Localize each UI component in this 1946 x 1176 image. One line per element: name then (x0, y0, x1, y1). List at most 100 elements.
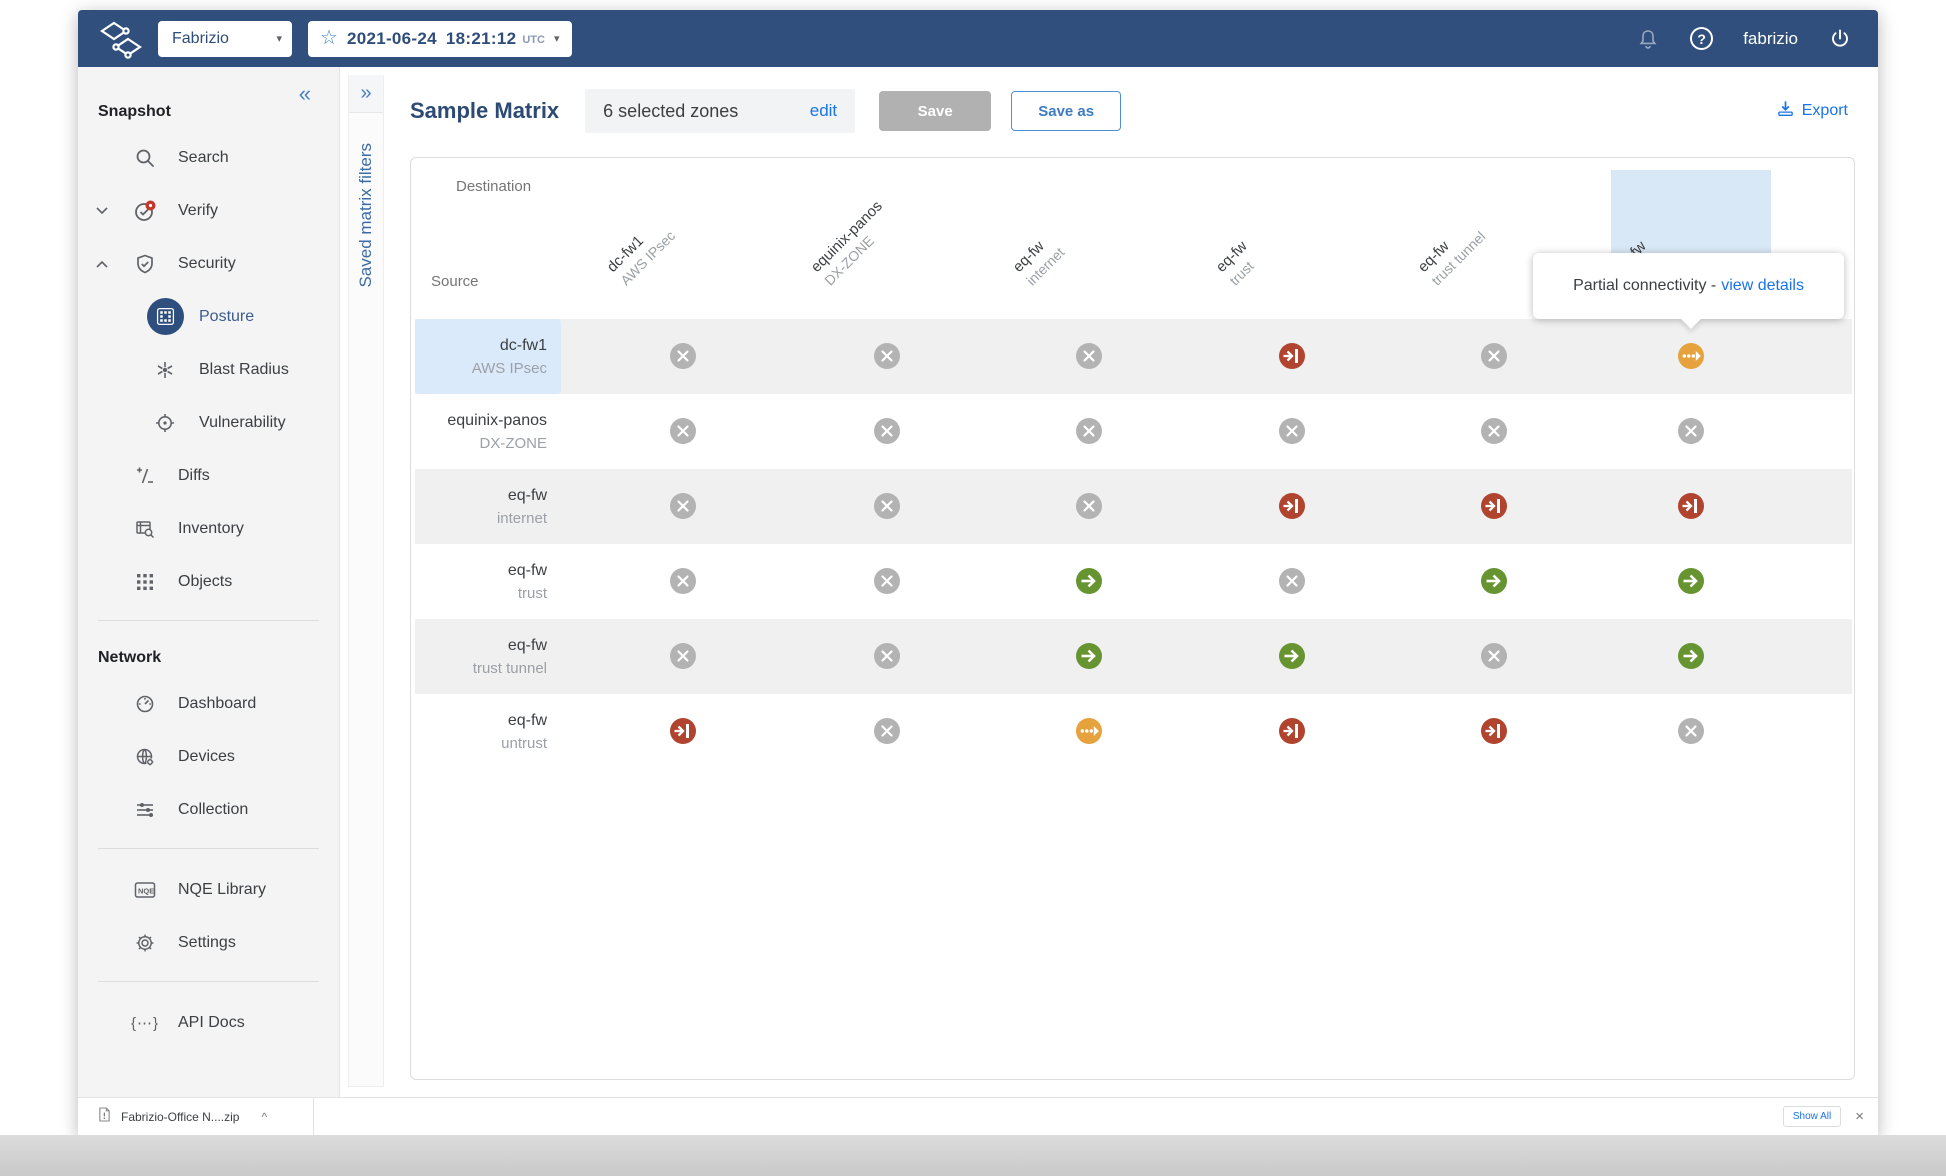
matrix-cell[interactable] (1481, 718, 1507, 744)
sidebar-item-vulnerability[interactable]: Vulnerability (78, 396, 339, 449)
matrix-cell[interactable] (874, 643, 900, 669)
matrix-cell[interactable] (670, 418, 696, 444)
matrix-column-header[interactable]: eq-fw trust (1212, 237, 1257, 289)
matrix-cell[interactable] (1678, 643, 1704, 669)
matrix-cell[interactable] (670, 718, 696, 744)
sidebar-item-verify[interactable]: Verify (78, 184, 339, 237)
save-button[interactable]: Save (879, 91, 992, 131)
matrix-cell[interactable] (670, 493, 696, 519)
matrix-cell[interactable] (1076, 493, 1102, 519)
dashboard-gauge-icon (133, 692, 157, 716)
sidebar-item-settings[interactable]: Settings (78, 916, 339, 969)
matrix-cell[interactable] (1076, 418, 1102, 444)
matrix-row-label[interactable]: eq-fw untrust (501, 711, 547, 752)
matrix-cell[interactable] (874, 568, 900, 594)
downloaded-file-chip[interactable]: Fabrizio-Office N....zip ^ (98, 1106, 268, 1127)
matrix-row: equinix-panos DX-ZONE (415, 394, 1852, 469)
forward-networks-logo-icon[interactable] (98, 18, 146, 60)
matrix-cell[interactable] (874, 343, 900, 369)
snapshot-date: 2021-06-24 (346, 28, 437, 48)
sidebar-item-security[interactable]: Security (78, 237, 339, 290)
sidebar-item-diffs[interactable]: Diffs (78, 449, 339, 502)
sidebar-item-collection[interactable]: Collection (78, 783, 339, 836)
matrix-cell[interactable] (1678, 418, 1704, 444)
help-icon[interactable]: ? (1690, 27, 1714, 50)
view-details-link[interactable]: view details (1721, 277, 1804, 294)
sidebar-item-search[interactable]: Search (78, 131, 339, 184)
matrix-cell[interactable] (1481, 418, 1507, 444)
user-menu[interactable]: fabrizio (1743, 28, 1798, 48)
matrix-cell[interactable] (1279, 568, 1305, 594)
snapshot-date-picker[interactable]: ☆ 2021-06-24 18:21:12 UTC ▾ (308, 20, 572, 57)
matrix-cell[interactable] (670, 643, 696, 669)
chevron-up-icon[interactable]: ^ (261, 1109, 268, 1124)
matrix-cell-hovered[interactable] (1669, 334, 1713, 378)
matrix-row-label[interactable]: dc-fw1 AWS IPsec (415, 319, 561, 394)
download-icon (1776, 99, 1795, 123)
collapse-sidebar-icon[interactable]: « (298, 81, 311, 106)
matrix-cell[interactable] (670, 343, 696, 369)
sidebar-item-blast-radius[interactable]: Blast Radius (78, 343, 339, 396)
edit-zones-link[interactable]: edit (809, 101, 838, 120)
close-download-bar-icon[interactable]: × (1855, 1108, 1864, 1125)
snapshot-time: 18:21:12 (445, 28, 517, 48)
show-all-downloads-button[interactable]: Show All (1782, 1106, 1842, 1127)
matrix-row-label[interactable]: eq-fw trust tunnel (472, 636, 547, 677)
destination-axis-label: Destination (456, 178, 532, 195)
sidebar-item-objects[interactable]: Objects (78, 555, 339, 608)
divider (98, 848, 319, 849)
export-link[interactable]: Export (1776, 99, 1848, 123)
matrix-cell[interactable] (1678, 568, 1704, 594)
chevron-down-icon[interactable] (96, 206, 110, 215)
matrix-cell[interactable] (874, 493, 900, 519)
matrix-cell[interactable] (1279, 343, 1305, 369)
sidebar-item-api-docs[interactable]: {⋯} API Docs (78, 996, 339, 1049)
matrix-row-label[interactable]: eq-fw trust (507, 561, 547, 602)
matrix-cell[interactable] (1481, 568, 1507, 594)
sidebar-item-dashboard[interactable]: Dashboard (78, 677, 339, 730)
matrix-cell[interactable] (1076, 718, 1102, 744)
logout-power-icon[interactable] (1828, 27, 1852, 51)
matrix-cell[interactable] (1678, 493, 1704, 519)
search-icon (133, 146, 157, 170)
main-content: » Saved matrix filters Sample Matrix 6 s… (340, 67, 1878, 1097)
matrix-toolbar: Sample Matrix 6 selected zones edit Save… (410, 89, 1848, 133)
expand-filters-icon[interactable]: » (349, 75, 383, 113)
matrix-column-header[interactable]: eq-fw trust tunnel (1414, 228, 1489, 289)
matrix-cell[interactable] (1678, 718, 1704, 744)
matrix-cell[interactable] (1076, 343, 1102, 369)
matrix-cell[interactable] (1279, 718, 1305, 744)
matrix-column-header[interactable]: dc-fw1 AWS IPsec (603, 227, 679, 289)
sidebar-item-posture[interactable]: Posture (78, 290, 339, 343)
matrix-cell[interactable] (1076, 568, 1102, 594)
posture-matrix-icon (147, 298, 184, 335)
sidebar-item-nqe-library[interactable]: NQE NQE Library (78, 863, 339, 916)
save-as-button[interactable]: Save as (1011, 91, 1122, 131)
matrix-cell[interactable] (1076, 643, 1102, 669)
network-selector[interactable]: Fabrizio ▾ (158, 20, 292, 57)
matrix-cell[interactable] (874, 718, 900, 744)
matrix-cell[interactable] (1481, 343, 1507, 369)
matrix-column-header[interactable]: eq-fw internet (1009, 237, 1068, 289)
matrix-row-label[interactable]: equinix-panos DX-ZONE (447, 411, 547, 452)
matrix-column-header[interactable]: equinix-panos DX-ZONE (807, 197, 886, 289)
star-icon[interactable]: ☆ (320, 26, 338, 49)
browser-download-bar: Fabrizio-Office N....zip ^ Show All × (78, 1097, 1878, 1135)
matrix-cell[interactable] (874, 418, 900, 444)
notifications-bell-icon[interactable] (1636, 27, 1660, 51)
matrix-cell[interactable] (1481, 643, 1507, 669)
matrix-cell[interactable] (1279, 643, 1305, 669)
matrix-cell[interactable] (1279, 418, 1305, 444)
sidebar-item-inventory[interactable]: Inventory (78, 502, 339, 555)
topbar-actions: ? fabrizio (1636, 27, 1852, 51)
matrix-row-label[interactable]: eq-fw internet (496, 486, 547, 527)
matrix-cell[interactable] (1279, 493, 1305, 519)
saved-matrix-filters-label[interactable]: Saved matrix filters (356, 143, 375, 288)
vulnerability-target-icon (153, 411, 177, 435)
sidebar-item-devices[interactable]: Devices (78, 730, 339, 783)
matrix-cell[interactable] (670, 568, 696, 594)
snapshot-timezone: UTC (522, 34, 545, 46)
chevron-up-icon[interactable] (96, 260, 110, 268)
matrix-cell[interactable] (1481, 493, 1507, 519)
divider (313, 1098, 315, 1135)
